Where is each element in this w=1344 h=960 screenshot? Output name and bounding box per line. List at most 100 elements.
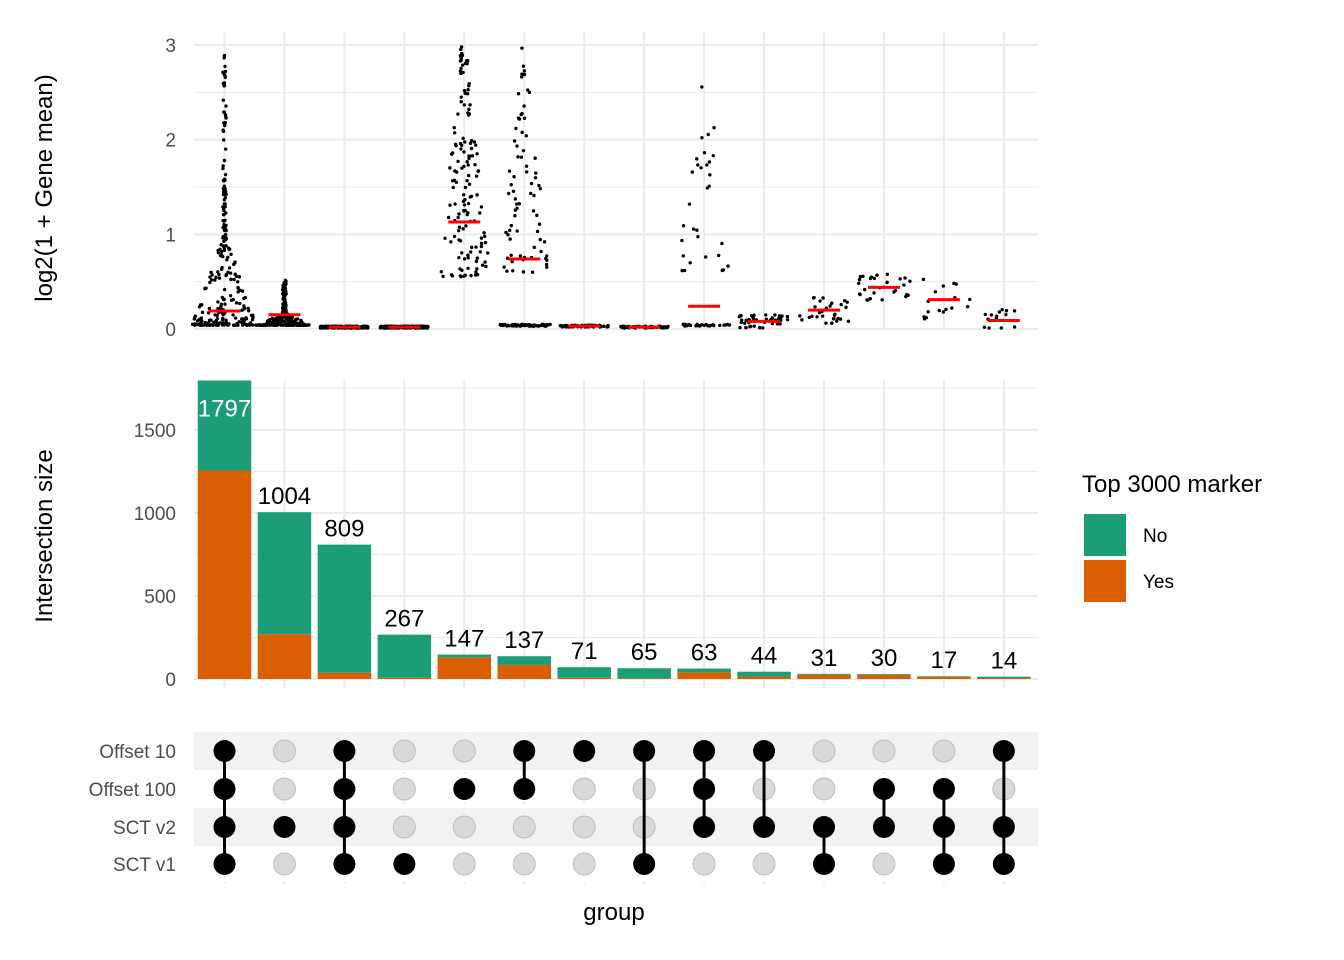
- gene-point: [450, 151, 455, 155]
- gene-point: [224, 116, 228, 120]
- gene-point: [509, 253, 513, 257]
- gene-point: [225, 322, 230, 327]
- gene-point: [453, 142, 458, 147]
- gene-point: [824, 321, 828, 325]
- matrix-dot-filled: [992, 740, 1015, 762]
- gene-point: [451, 185, 455, 190]
- gene-point: [504, 230, 508, 235]
- gene-point: [718, 323, 722, 328]
- gene-point: [695, 157, 699, 161]
- gene-point: [983, 312, 987, 317]
- gene-point: [997, 310, 1002, 314]
- gene-point: [195, 319, 200, 323]
- gene-point: [535, 323, 539, 328]
- bar-total-label: 44: [751, 643, 778, 670]
- gene-point: [236, 280, 240, 284]
- gene-point: [222, 158, 227, 163]
- gene-point: [448, 166, 452, 170]
- gene-point: [559, 324, 564, 328]
- gene-point: [222, 287, 227, 292]
- matrix-dot-filled: [992, 853, 1015, 875]
- gene-point: [452, 125, 456, 130]
- gene-point: [521, 64, 526, 68]
- gene-point: [223, 189, 228, 194]
- gene-point: [524, 323, 528, 328]
- gene-point: [248, 321, 253, 325]
- gene-point: [221, 225, 225, 230]
- gene-point: [941, 284, 946, 288]
- matrix-dot-filled: [633, 740, 656, 762]
- beeswarm-group-8: [619, 324, 670, 330]
- gene-point: [862, 287, 867, 292]
- gene-point: [446, 215, 451, 220]
- gene-point: [218, 254, 223, 258]
- gene-point: [221, 129, 226, 134]
- gene-point: [479, 241, 484, 246]
- bar-yes-3: [317, 672, 372, 679]
- gene-point: [516, 155, 520, 159]
- gene-point: [224, 104, 228, 108]
- gene-point: [535, 229, 540, 234]
- gene-point: [469, 146, 474, 151]
- gene-point: [457, 225, 462, 229]
- gene-point: [885, 272, 890, 277]
- gene-point: [700, 136, 704, 140]
- gene-point: [466, 113, 471, 117]
- gene-point: [242, 306, 247, 311]
- gene-point: [752, 324, 756, 328]
- bar-total-label: 267: [384, 606, 424, 633]
- gene-point: [533, 176, 538, 180]
- gene-point: [830, 321, 834, 325]
- gene-point: [449, 272, 454, 277]
- gene-point: [512, 175, 516, 179]
- gene-point: [810, 314, 814, 319]
- gene-point: [222, 83, 227, 88]
- bar-total-label: 14: [990, 648, 1017, 675]
- gene-point: [856, 281, 861, 286]
- gene-point: [502, 265, 506, 269]
- gene-point: [468, 154, 472, 158]
- matrix-dot-empty: [392, 739, 416, 763]
- gene-point: [475, 193, 479, 197]
- gene-point: [880, 298, 884, 302]
- matrix-dot-filled: [513, 778, 536, 800]
- gene-point: [486, 251, 490, 255]
- gene-point: [470, 154, 475, 158]
- gene-point: [457, 255, 461, 260]
- gene-point: [872, 291, 876, 295]
- matrix-dot-filled: [213, 740, 236, 762]
- gene-point: [234, 274, 239, 279]
- gene-point: [506, 233, 510, 237]
- legend-label-yes: Yes: [1143, 572, 1174, 593]
- gene-point: [908, 279, 912, 283]
- gene-point: [516, 91, 521, 96]
- gene-point: [690, 170, 694, 174]
- gene-point: [282, 302, 286, 306]
- gene-point: [464, 91, 468, 96]
- gene-point: [232, 277, 236, 282]
- gene-point: [518, 324, 523, 328]
- gene-point: [541, 322, 545, 327]
- gene-point: [221, 70, 225, 75]
- matrix-dot-empty: [812, 777, 836, 801]
- gene-point: [466, 163, 470, 167]
- gene-point: [902, 283, 906, 287]
- matrix-dot-filled: [573, 740, 596, 762]
- gene-point: [465, 160, 469, 164]
- gene-point: [469, 273, 473, 278]
- gene-point: [839, 302, 843, 307]
- gene-point: [522, 69, 527, 73]
- gene-point: [950, 306, 954, 310]
- matrix-dot-filled: [693, 816, 716, 838]
- gene-point: [687, 323, 691, 327]
- gene-point: [292, 319, 296, 324]
- gene-point: [203, 286, 207, 291]
- bar-total-label: 809: [324, 516, 364, 543]
- gene-point: [221, 218, 225, 223]
- gene-point: [506, 191, 511, 196]
- gene-point: [466, 59, 470, 63]
- gene-point: [459, 100, 463, 104]
- gene-point: [285, 323, 289, 327]
- bar-yes-2: [257, 634, 312, 679]
- gene-point: [537, 222, 542, 226]
